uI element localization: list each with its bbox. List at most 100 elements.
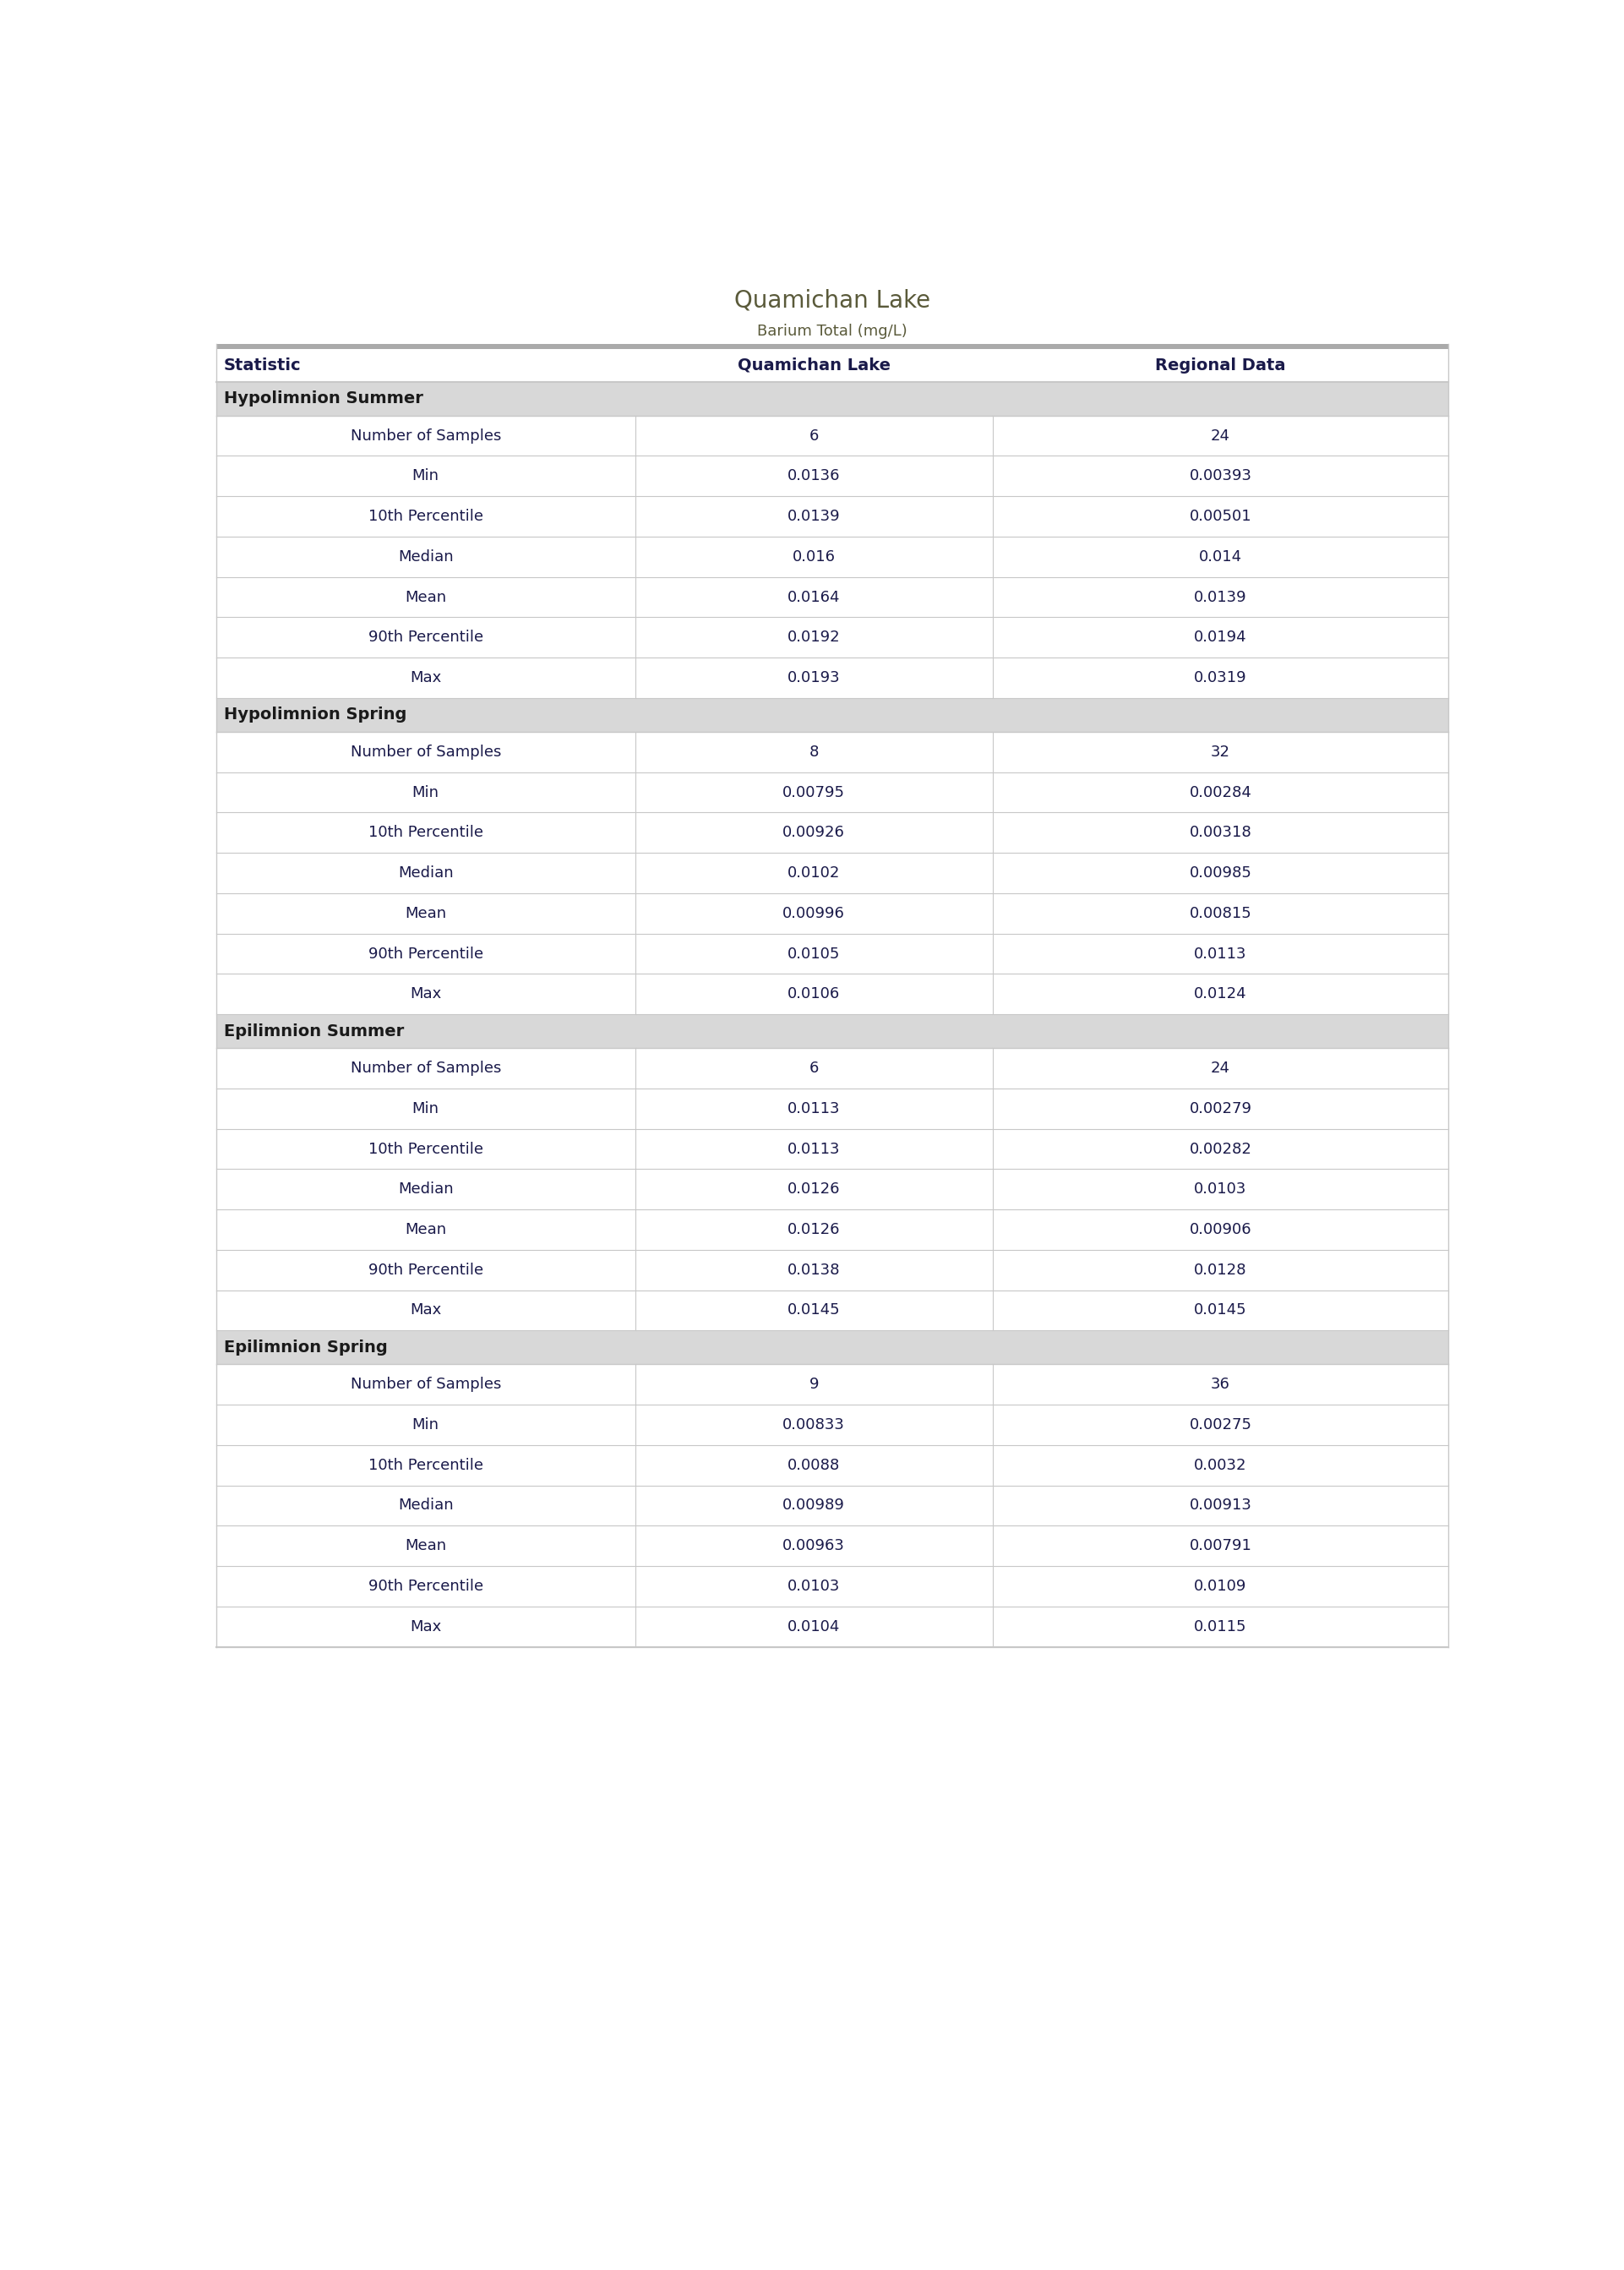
Text: 0.0145: 0.0145 — [788, 1303, 840, 1319]
Text: 0.0164: 0.0164 — [788, 590, 840, 604]
Bar — [216, 1405, 1449, 1446]
Text: Mean: Mean — [404, 906, 447, 922]
Text: 0.0103: 0.0103 — [788, 1578, 840, 1594]
Bar — [216, 892, 1449, 933]
Bar — [216, 381, 1449, 415]
Text: 0.0145: 0.0145 — [1194, 1303, 1247, 1319]
Bar — [216, 1049, 1449, 1087]
Text: 0.00279: 0.00279 — [1189, 1101, 1252, 1117]
Text: 10th Percentile: 10th Percentile — [369, 824, 482, 840]
Text: 0.016: 0.016 — [793, 549, 835, 565]
Bar — [216, 1128, 1449, 1169]
Bar — [216, 1289, 1449, 1330]
Text: 10th Percentile: 10th Percentile — [369, 508, 482, 524]
Text: Epilimnion Summer: Epilimnion Summer — [224, 1024, 404, 1040]
Bar — [216, 536, 1449, 577]
Bar — [216, 697, 1449, 731]
Text: Min: Min — [412, 1101, 438, 1117]
Text: 0.00791: 0.00791 — [1189, 1539, 1252, 1553]
Text: 0.0128: 0.0128 — [1194, 1262, 1247, 1278]
Text: 0.0088: 0.0088 — [788, 1457, 840, 1473]
Text: Quamichan Lake: Quamichan Lake — [734, 288, 931, 311]
Text: 0.0139: 0.0139 — [1194, 590, 1247, 604]
Text: Number of Samples: Number of Samples — [351, 1378, 500, 1392]
Text: 0.00501: 0.00501 — [1189, 508, 1252, 524]
Bar — [216, 974, 1449, 1015]
Text: 0.0113: 0.0113 — [1194, 947, 1247, 960]
Bar — [216, 813, 1449, 854]
Text: Median: Median — [398, 549, 453, 565]
Text: Hypolimnion Spring: Hypolimnion Spring — [224, 706, 406, 722]
Text: 0.00318: 0.00318 — [1189, 824, 1252, 840]
Text: Barium Total (mg/L): Barium Total (mg/L) — [757, 322, 908, 338]
Text: Mean: Mean — [404, 1539, 447, 1553]
Text: 0.00963: 0.00963 — [783, 1539, 844, 1553]
Text: Mean: Mean — [404, 1221, 447, 1237]
Text: Number of Samples: Number of Samples — [351, 1060, 500, 1076]
Text: 0.00815: 0.00815 — [1189, 906, 1252, 922]
Text: Min: Min — [412, 468, 438, 484]
Text: 0.0115: 0.0115 — [1194, 1619, 1247, 1634]
Bar — [216, 497, 1449, 536]
Text: 0.00913: 0.00913 — [1189, 1498, 1252, 1514]
Text: 90th Percentile: 90th Percentile — [369, 947, 482, 960]
Text: 8: 8 — [809, 745, 818, 760]
Text: 0.00906: 0.00906 — [1189, 1221, 1252, 1237]
Bar — [216, 854, 1449, 892]
Bar — [216, 1607, 1449, 1646]
Text: Median: Median — [398, 1498, 453, 1514]
Text: Max: Max — [409, 1303, 442, 1319]
Text: Mean: Mean — [404, 590, 447, 604]
Text: Median: Median — [398, 865, 453, 881]
Bar — [216, 1364, 1449, 1405]
Bar — [216, 1210, 1449, 1251]
Text: 0.00282: 0.00282 — [1189, 1142, 1252, 1155]
Text: 32: 32 — [1212, 745, 1231, 760]
Text: Statistic: Statistic — [224, 356, 302, 375]
Text: 0.0106: 0.0106 — [788, 987, 840, 1001]
Bar — [216, 1330, 1449, 1364]
Bar — [216, 933, 1449, 974]
Text: 0.00996: 0.00996 — [783, 906, 844, 922]
Text: 0.00926: 0.00926 — [783, 824, 844, 840]
Text: 0.00275: 0.00275 — [1189, 1416, 1252, 1432]
Text: Hypolimnion Summer: Hypolimnion Summer — [224, 390, 424, 406]
Bar — [216, 617, 1449, 658]
Text: 0.00393: 0.00393 — [1189, 468, 1252, 484]
Text: Number of Samples: Number of Samples — [351, 745, 500, 760]
Text: 24: 24 — [1212, 1060, 1231, 1076]
Text: 0.00833: 0.00833 — [783, 1416, 844, 1432]
Bar — [216, 1525, 1449, 1566]
Text: 6: 6 — [809, 1060, 818, 1076]
Text: 0.00989: 0.00989 — [783, 1498, 844, 1514]
Text: Median: Median — [398, 1183, 453, 1196]
Bar — [216, 1015, 1449, 1049]
Text: 0.0193: 0.0193 — [788, 670, 840, 686]
Bar — [216, 1566, 1449, 1607]
Text: Max: Max — [409, 987, 442, 1001]
Text: 10th Percentile: 10th Percentile — [369, 1142, 482, 1155]
Bar — [216, 456, 1449, 497]
Text: 0.014: 0.014 — [1199, 549, 1242, 565]
Text: Number of Samples: Number of Samples — [351, 429, 500, 443]
Text: 0.0192: 0.0192 — [788, 629, 840, 645]
Bar — [216, 1251, 1449, 1289]
Text: 0.0136: 0.0136 — [788, 468, 840, 484]
Text: 0.0105: 0.0105 — [788, 947, 840, 960]
Text: 90th Percentile: 90th Percentile — [369, 1578, 482, 1594]
Text: Min: Min — [412, 785, 438, 799]
Text: Min: Min — [412, 1416, 438, 1432]
Text: 0.00985: 0.00985 — [1189, 865, 1252, 881]
Text: 90th Percentile: 90th Percentile — [369, 629, 482, 645]
Bar — [216, 345, 1449, 350]
Text: 0.0102: 0.0102 — [788, 865, 840, 881]
Bar — [216, 1485, 1449, 1525]
Bar — [216, 577, 1449, 617]
Bar — [216, 658, 1449, 697]
Text: 36: 36 — [1212, 1378, 1229, 1392]
Text: 0.0032: 0.0032 — [1194, 1457, 1247, 1473]
Text: 0.0109: 0.0109 — [1194, 1578, 1247, 1594]
Text: 10th Percentile: 10th Percentile — [369, 1457, 482, 1473]
Text: Epilimnion Spring: Epilimnion Spring — [224, 1339, 388, 1355]
Bar — [216, 1169, 1449, 1210]
